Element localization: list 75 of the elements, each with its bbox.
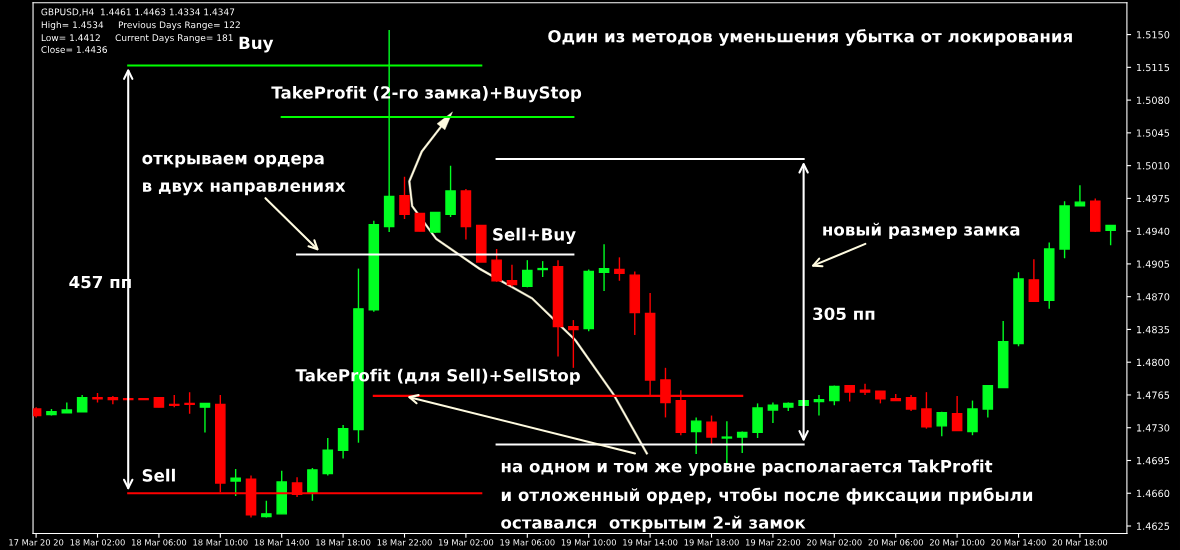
x-tick-label: 18 Mar 18:00 (316, 539, 371, 546)
candlestick (598, 243, 610, 292)
y-tick-label: 1.4625 (1137, 522, 1170, 530)
x-tick-label: 19 Mar 10:00 (561, 539, 616, 546)
candlestick (307, 467, 318, 502)
y-tick-label: 1.4800 (1137, 358, 1170, 367)
candlestick (859, 383, 871, 396)
annotation: открываем ордера в двух направлениях (142, 154, 346, 196)
y-tick-label: 1.4870 (1137, 293, 1170, 301)
y-tick-label: 1.4905 (1137, 260, 1170, 268)
candlestick (491, 248, 502, 283)
candlestick (767, 401, 779, 424)
x-tick-label: 20 Mar 18:00 (1052, 539, 1108, 546)
annotation: Close= 1.4436 (41, 46, 107, 53)
y-tick-label: 1.4940 (1137, 227, 1170, 235)
candlestick (399, 176, 410, 220)
candlestick (322, 437, 334, 477)
candlestick (61, 401, 73, 414)
x-tick-label: 18 Mar 06:00 (132, 539, 187, 546)
text: Один из методов уменьшения убытка от локирования (548, 29, 1072, 46)
x-tick-label: 19 Mar 14:00 (623, 539, 678, 546)
candlestick (951, 395, 963, 432)
x-tick-label: 19 Mar 18:00 (684, 539, 739, 546)
x-tick-label: 17 Mar 20 20 (9, 539, 64, 546)
x-tick-label: 18 Mar 22:00 (377, 539, 432, 546)
y-tick-label: 1.4835 (1137, 325, 1170, 334)
annotation: Sell (142, 468, 175, 482)
y-tick-label: 1.4975 (1137, 194, 1170, 203)
candlestick (1028, 258, 1040, 303)
annotation: 305 пп (813, 307, 875, 321)
candlestick (936, 411, 948, 437)
y-tick-label: 1.4730 (1137, 424, 1170, 432)
y-tick-label: 1.5045 (1137, 129, 1170, 137)
x-tick-label: 19 Mar 06:00 (500, 539, 555, 546)
candlestick (1105, 224, 1116, 246)
annotation: на одном и том же уровне располагается TakProfit и отложенный ордер, чтобы после фиксации прибыли оставался открытым 2-й замок (501, 459, 1033, 533)
x-tick-label: 19 Mar 22:00 (746, 539, 801, 546)
candlestick (813, 394, 825, 417)
candlestick (445, 164, 456, 218)
x-tick-label: 18 Mar 02:00 (70, 539, 125, 546)
candlestick (337, 424, 349, 460)
candlestick (982, 384, 994, 419)
x-tick-label: 20 Mar 14:00 (991, 539, 1046, 546)
annotation: High= 1.4534 Previous Days Range= 122 (41, 21, 240, 30)
y-tick-label: 1.5010 (1137, 162, 1170, 170)
y-tick-label: 1.5080 (1137, 96, 1170, 104)
x-tick-label: 20 Mar 06:00 (868, 539, 923, 546)
y-tick-label: 1.5150 (1137, 31, 1170, 39)
candlestick (568, 319, 579, 369)
candlestick (614, 256, 625, 282)
candlestick (230, 468, 241, 497)
candlestick (706, 414, 717, 446)
y-tick-label: 1.4660 (1137, 489, 1170, 498)
candlestick (967, 399, 978, 436)
candlestick (199, 402, 211, 434)
candlestick (506, 264, 518, 288)
candlestick (522, 259, 533, 289)
x-tick-label: 20 Mar 10:00 (929, 539, 985, 546)
x-tick-label: 19 Mar 02:00 (439, 539, 494, 546)
x-tick-label: 20 Mar 02:00 (807, 539, 862, 546)
x-tick-label: 18 Mar 10:00 (193, 539, 248, 546)
candlestick (921, 391, 932, 430)
candlestick (1074, 184, 1086, 207)
x-tick-label: 18 Mar 14:00 (254, 539, 309, 546)
annotation: Sell+Buy (493, 227, 576, 245)
candlestick (736, 430, 748, 454)
annotation: GBPUSD,H4 1.4461 1.4463 1.4334 1.4347 (41, 8, 235, 17)
annotation: Buy (239, 36, 274, 53)
candlestick (690, 416, 702, 455)
annotation: Low= 1.4412 Current Days Range= 181 (41, 34, 233, 43)
annotation: новый размер замка (823, 222, 1020, 240)
y-tick-label: 1.5115 (1137, 63, 1170, 72)
y-tick-label: 1.4695 (1137, 456, 1170, 465)
candlestick (184, 391, 195, 415)
y-tick-label: 1.4765 (1137, 391, 1170, 399)
